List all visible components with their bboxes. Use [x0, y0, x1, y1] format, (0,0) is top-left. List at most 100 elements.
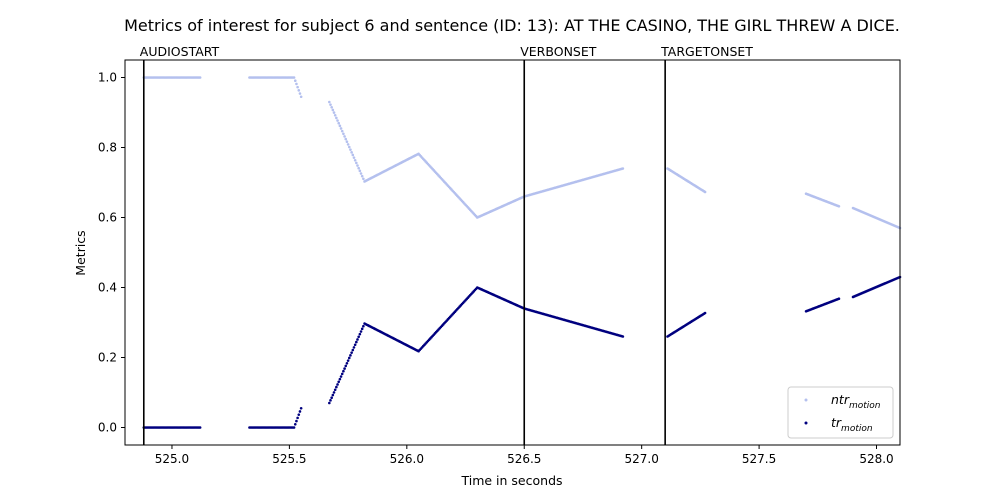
point-tr	[351, 348, 355, 352]
point-tr	[336, 383, 339, 386]
point-ntr	[703, 190, 707, 194]
point-ntr	[292, 76, 296, 79]
legend: ntrmotion trmotion	[787, 386, 894, 439]
point-ntr	[621, 167, 625, 170]
point-ntr	[337, 121, 341, 125]
point-tr	[295, 419, 298, 423]
legend-entry-tr: trmotion	[831, 415, 873, 434]
point-tr	[198, 426, 202, 429]
point-tr	[338, 377, 342, 381]
point-tr	[346, 359, 350, 362]
legend-marker-tr	[804, 421, 808, 425]
point-tr	[359, 330, 363, 333]
point-tr	[293, 422, 297, 426]
legend-ntr-name: ntr	[831, 392, 850, 407]
legend-marker-ntr	[804, 398, 808, 402]
point-ntr	[837, 205, 841, 208]
point-tr	[357, 335, 360, 339]
point-ntr	[347, 145, 351, 149]
point-ntr	[359, 172, 363, 175]
point-ntr	[293, 79, 297, 83]
event-label-audiostart: AUDIOSTART	[140, 44, 220, 59]
point-tr	[360, 327, 364, 331]
legend-box	[787, 386, 894, 439]
point-ntr	[355, 161, 358, 165]
events-layer: AUDIOSTART VERBONSET TARGETONSET	[140, 44, 753, 445]
point-ntr	[296, 85, 299, 89]
points-layer	[142, 76, 902, 429]
point-tr	[342, 369, 345, 373]
point-ntr	[338, 124, 342, 128]
y-tick-label: 0.6	[98, 211, 117, 225]
point-ntr	[339, 127, 343, 130]
point-tr	[340, 372, 344, 376]
event-label-targetonset: TARGETONSET	[660, 44, 753, 59]
point-ntr	[356, 164, 359, 167]
point-tr	[333, 388, 337, 392]
point-ntr	[358, 169, 362, 173]
point-ntr	[298, 92, 302, 95]
point-tr	[356, 338, 359, 341]
chart-title: Metrics of interest for subject 6 and se…	[124, 16, 900, 35]
point-ntr	[345, 140, 349, 144]
point-tr	[345, 361, 349, 365]
point-ntr	[333, 113, 337, 117]
point-tr	[330, 396, 333, 400]
y-tick-label: 0.0	[98, 421, 117, 435]
point-ntr	[299, 95, 303, 99]
point-tr	[350, 351, 353, 354]
point-ntr	[343, 135, 346, 138]
event-label-verbonset: VERBONSET	[520, 44, 597, 59]
point-ntr	[353, 158, 357, 162]
point-ntr	[346, 143, 350, 146]
point-tr	[335, 385, 338, 389]
point-tr	[362, 324, 365, 328]
x-tick-label: 526.5	[507, 452, 541, 466]
point-ntr	[350, 151, 353, 154]
legend-entry-ntr: ntrmotion	[831, 392, 881, 411]
point-ntr	[332, 111, 336, 114]
point-tr	[837, 297, 841, 301]
point-tr	[296, 416, 299, 420]
point-ntr	[349, 148, 352, 151]
point-tr	[298, 410, 302, 413]
point-tr	[349, 354, 352, 357]
x-axis-ticks: 525.0 525.5 526.0 526.5 527.0 527.5 528.0	[155, 445, 894, 466]
plot-frame	[124, 59, 901, 446]
legend-tr-subscript: motion	[841, 424, 873, 434]
point-ntr	[362, 177, 365, 181]
y-tick-label: 0.8	[98, 141, 117, 155]
point-tr	[703, 311, 707, 315]
y-tick-label: 0.4	[98, 281, 117, 295]
point-tr	[337, 380, 341, 384]
point-tr	[343, 367, 346, 370]
point-ntr	[340, 129, 344, 133]
point-tr	[621, 335, 625, 338]
point-tr	[331, 393, 335, 397]
point-tr	[347, 356, 351, 360]
point-ntr	[295, 82, 298, 86]
point-ntr	[330, 106, 333, 109]
x-tick-label: 527.0	[624, 452, 658, 466]
x-axis-label: Time in seconds	[460, 473, 562, 488]
point-tr	[352, 346, 356, 349]
point-tr	[355, 340, 358, 344]
point-ntr	[344, 137, 348, 141]
point-ntr	[329, 103, 332, 106]
x-tick-label: 527.5	[742, 452, 776, 466]
point-tr	[332, 391, 336, 394]
x-tick-label: 525.0	[155, 452, 189, 466]
point-tr	[297, 413, 301, 416]
y-tick-label: 1.0	[98, 71, 117, 85]
point-ntr	[297, 89, 301, 92]
point-tr	[358, 332, 362, 336]
x-tick-label: 525.5	[272, 452, 306, 466]
point-ntr	[357, 166, 360, 170]
point-ntr	[351, 153, 355, 157]
x-tick-label: 528.0	[859, 452, 893, 466]
point-tr	[292, 426, 296, 429]
legend-ntr-subscript: motion	[849, 401, 881, 411]
point-tr	[329, 399, 332, 402]
point-tr	[353, 343, 357, 347]
